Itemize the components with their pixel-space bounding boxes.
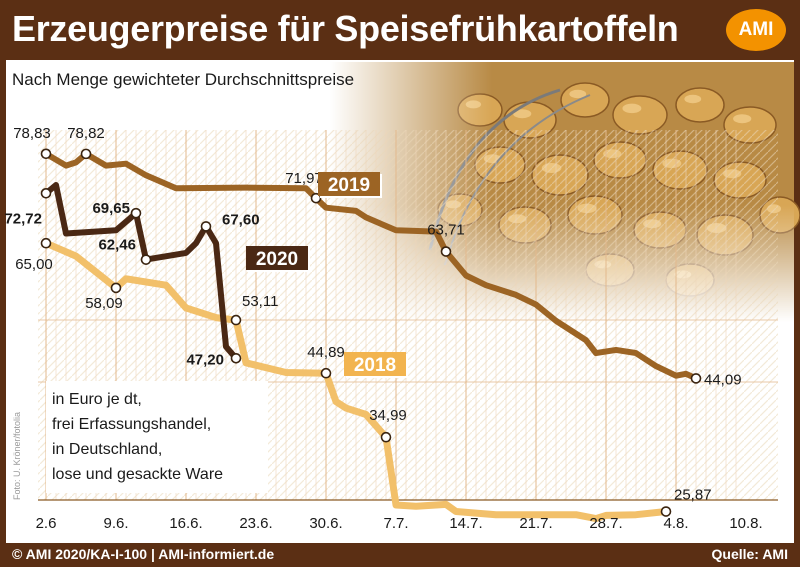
data-point-marker (230, 352, 242, 364)
data-point-marker (320, 367, 332, 379)
data-point-marker (440, 246, 452, 257)
data-label: 71,97 (285, 170, 323, 187)
data-point-marker (200, 221, 212, 232)
chart-subtitle: Nach Menge gewichteter Durchschnittsprei… (12, 70, 355, 89)
data-label: 67,60 (222, 211, 260, 228)
series-2019: 78,83 78,82 71,97 63,71 44,09 2019 (13, 125, 741, 389)
data-label: 78,82 (67, 125, 105, 142)
series-badge-2019: 2019 (318, 172, 382, 198)
series-line (42, 239, 670, 523)
series-badge-2020: 2020 (246, 246, 310, 272)
series-name-label: 2020 (256, 249, 298, 270)
series-name-label: 2018 (354, 355, 396, 376)
data-label: 78,83 (13, 125, 51, 142)
badge-box (246, 246, 308, 270)
data-label: 47,20 (186, 351, 224, 368)
data-label: 25,87 (674, 487, 712, 504)
x-tick-label: 14.7. (449, 515, 482, 532)
x-tick-label: 10.8. (729, 515, 762, 532)
data-label: 44,09 (704, 371, 742, 388)
data-label: 34,99 (369, 407, 407, 424)
unit-note-line: frei Erfassungshandel, (52, 416, 212, 433)
photo-credit: Foto: U. Kröner/fotolia (12, 411, 22, 500)
footer-copyright: © AMI 2020/KA-I-100 | AMI-informiert.de (12, 546, 275, 562)
data-label: 58,09 (85, 295, 123, 312)
data-point-marker (40, 148, 52, 160)
data-point-marker (110, 282, 122, 294)
x-axis-ticks: 2.6 9.6. 16.6. 23.6. 30.6. 7.7. 14.7. 21.7. 28.7… (36, 515, 763, 532)
x-tick-label: 16.6. (169, 515, 202, 532)
data-point-marker (660, 506, 672, 517)
data-point-marker (130, 207, 142, 219)
series-2020: 72,72 69,65 62,46 67,60 47,20 2020 (4, 182, 310, 368)
data-point-marker (80, 148, 92, 160)
series-badge-2018: 2018 (344, 352, 408, 378)
x-tick-label: 21.7. (519, 515, 552, 532)
data-label: 72,72 (4, 210, 42, 227)
series-group: 78,83 78,82 71,97 63,71 44,09 2019 65,00 58,09 5… (4, 125, 742, 523)
data-point-marker (690, 373, 702, 384)
unit-note-box: in Euro je dt, frei Erfassungshandel, in… (46, 381, 268, 493)
page-title: Erzeugerpreise für Speisefrühkartoffeln (12, 8, 679, 49)
data-point-marker (40, 237, 52, 249)
data-label: 65,00 (15, 256, 53, 273)
data-label: 62,46 (98, 237, 136, 254)
x-tick-label: 9.6. (103, 515, 128, 532)
unit-note-line: lose und gesackte Ware (52, 466, 224, 483)
series-line (43, 150, 699, 382)
data-label: 63,71 (427, 222, 465, 239)
x-tick-label: 30.6. (309, 515, 342, 532)
data-point-marker (230, 314, 242, 326)
data-point-marker (40, 188, 52, 199)
data-label: 69,65 (92, 200, 130, 217)
series-line (43, 182, 239, 362)
unit-note-line: in Euro je dt, (52, 391, 142, 408)
data-label: 44,89 (307, 344, 345, 361)
data-label: 53,11 (242, 293, 278, 310)
x-tick-label: 2.6 (36, 515, 57, 532)
badge-box (344, 352, 406, 376)
x-tick-label: 28.7. (589, 515, 622, 532)
x-tick-label: 23.6. (239, 515, 272, 532)
x-tick-label: 4.8. (663, 515, 688, 532)
x-tick-label: 7.7. (383, 515, 408, 532)
footer-source: Quelle: AMI (711, 546, 789, 562)
data-point-marker (140, 254, 152, 265)
unit-note-line: in Deutschland, (52, 441, 163, 458)
data-point-marker (380, 431, 392, 443)
ami-logo: AMI (726, 9, 786, 51)
series-name-label: 2019 (328, 175, 370, 196)
badge-box (318, 172, 380, 196)
series-2018: 65,00 58,09 53,11 44,89 34,99 25,87 2018 (15, 237, 712, 523)
